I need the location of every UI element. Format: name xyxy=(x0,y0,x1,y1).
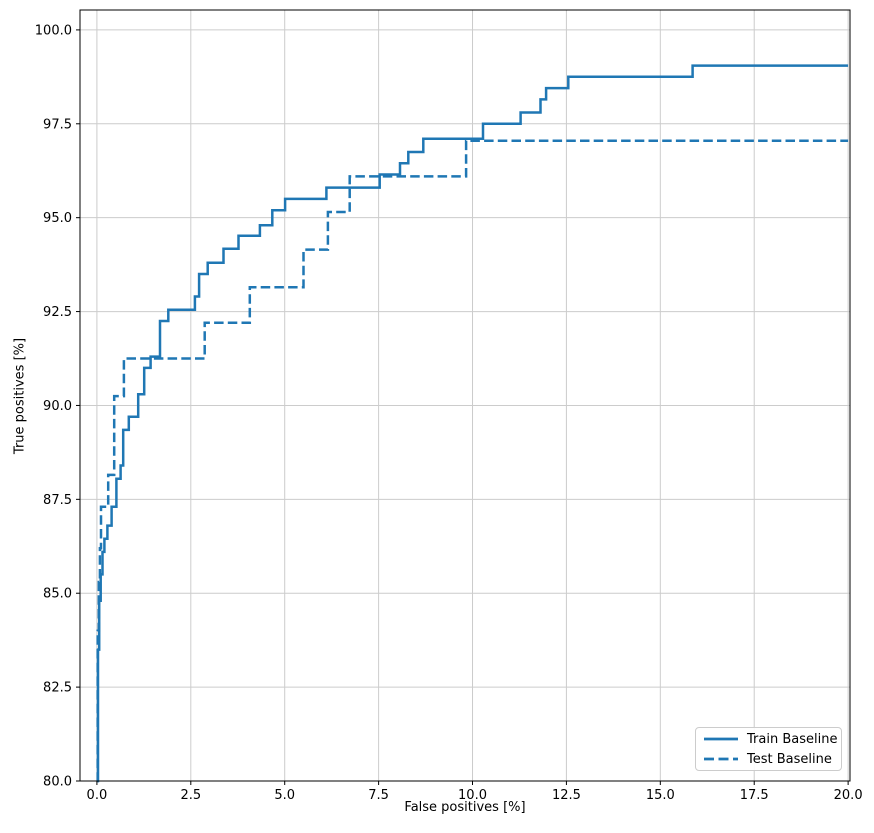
plot-border xyxy=(79,9,851,782)
x-tick-label: 17.5 xyxy=(740,788,769,803)
x-tick-label: 5.0 xyxy=(274,788,295,803)
y-tick-label: 90.0 xyxy=(43,399,72,414)
x-tick-label: 15.0 xyxy=(646,788,675,803)
series-train-baseline xyxy=(96,64,849,783)
y-axis-label: True positives [%] xyxy=(12,337,28,455)
legend-entry-test: Test Baseline xyxy=(703,751,841,768)
y-tick-label: 97.5 xyxy=(43,117,72,132)
x-tick-label: 2.5 xyxy=(180,788,201,803)
y-tick-label: 85.0 xyxy=(43,587,72,602)
y-tick-label: 82.5 xyxy=(43,681,72,696)
y-tick-label: 80.0 xyxy=(43,775,72,790)
legend-dashed-line-icon xyxy=(704,757,738,761)
x-tick-label: 20.0 xyxy=(834,788,863,803)
plot-area xyxy=(80,10,850,781)
x-tick-label: 0.0 xyxy=(87,788,108,803)
legend-entry-train: Train Baseline xyxy=(703,731,841,748)
y-tick-label: 92.5 xyxy=(43,305,72,320)
series-test-baseline xyxy=(96,139,849,783)
y-tick-label: 87.5 xyxy=(43,493,72,508)
y-tick-label: 95.0 xyxy=(43,211,72,226)
x-tick-label: 12.5 xyxy=(552,788,581,803)
x-tick-label: 7.5 xyxy=(368,788,389,803)
y-tick-label: 100.0 xyxy=(35,23,72,38)
legend: Train Baseline Test Baseline xyxy=(695,727,842,771)
legend-label-test: Test Baseline xyxy=(747,751,832,767)
legend-label-train: Train Baseline xyxy=(747,731,838,747)
x-axis-label: False positives [%] xyxy=(404,800,526,815)
legend-solid-line-icon xyxy=(704,737,738,741)
x-tick-label: 10.0 xyxy=(458,788,487,803)
